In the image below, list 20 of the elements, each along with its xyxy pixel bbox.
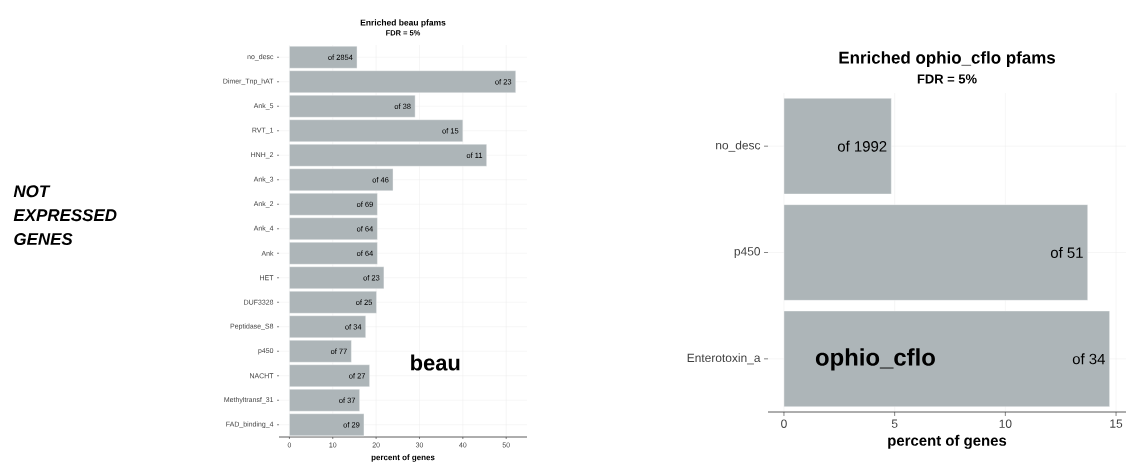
annotation: beau: [411, 354, 460, 371]
annotation: ophio_cflo: [815, 348, 935, 371]
y-tick-label: no_desc: [716, 140, 761, 152]
text: NOT EXPRESSED GENES: [13, 185, 117, 246]
chart-subtitle: FDR = 5%: [917, 74, 977, 84]
x-tick-label: 15: [1110, 419, 1123, 428]
x-axis-title: percent of genes: [888, 434, 1007, 449]
chart-title: Enriched ophio_cflo pfams: [839, 51, 1055, 67]
bar: [783, 310, 1110, 407]
x-tick-label: 0: [781, 419, 787, 428]
bar: [783, 204, 1088, 301]
x-tick-label: 10: [999, 419, 1012, 428]
y-tick-label: p450: [734, 247, 761, 258]
data-label: of 1992: [837, 140, 887, 152]
x-tick-label: 5: [891, 419, 898, 428]
y-tick-label: Enterotoxin_a: [687, 353, 761, 365]
data-label: of 34: [1072, 353, 1105, 365]
data-label: of 51: [1050, 247, 1083, 258]
chart-title: Enriched beau pfams: [360, 19, 446, 28]
bar: [783, 98, 892, 195]
